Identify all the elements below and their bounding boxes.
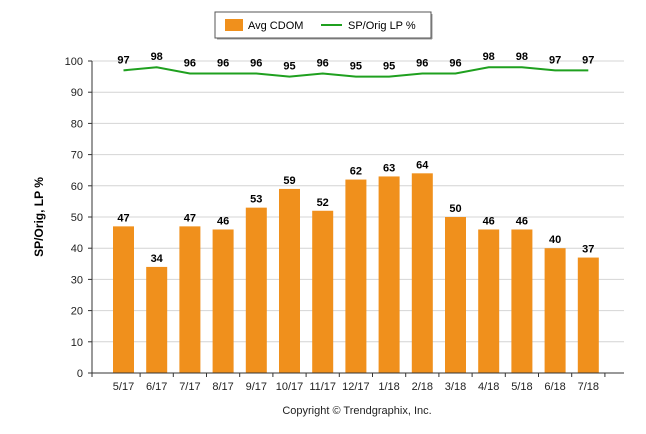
x-tick-label: 5/17 bbox=[113, 381, 134, 393]
y-tick-label: 90 bbox=[71, 87, 83, 99]
copyright-text: Copyright © Trendgraphix, Inc. bbox=[282, 405, 431, 417]
bar-value-label: 52 bbox=[317, 197, 329, 209]
x-axis-ticks: 5/17 6/17 7/17 8/17 9/17 10/17 11/17 12/17 1/18 2… bbox=[91, 373, 606, 393]
legend-line-label: SP/Orig LP % bbox=[348, 20, 416, 32]
line-value-label: 96 bbox=[217, 57, 229, 69]
legend-bar-swatch bbox=[225, 19, 243, 31]
x-tick-label: 6/18 bbox=[544, 381, 565, 393]
bar bbox=[245, 207, 267, 373]
y-tick-label: 100 bbox=[65, 56, 83, 68]
x-tick-label: 11/17 bbox=[309, 381, 336, 393]
line-series bbox=[123, 66, 589, 78]
data-labels: 47 34 47 46 53 59 52 62 63 64 50 46 46 40 37 97 98 96 96 96… bbox=[117, 51, 594, 265]
bar-value-label: 62 bbox=[350, 166, 362, 178]
bar-value-label: 46 bbox=[483, 215, 495, 227]
x-tick-label: 12/17 bbox=[342, 381, 370, 393]
bar-value-label: 50 bbox=[449, 203, 461, 215]
x-tick-label: 6/17 bbox=[146, 381, 167, 393]
y-tick-label: 0 bbox=[77, 368, 83, 380]
bar bbox=[179, 226, 201, 373]
y-tick-label: 10 bbox=[71, 337, 83, 349]
line-value-label: 96 bbox=[449, 57, 461, 69]
line-value-label: 98 bbox=[516, 51, 528, 63]
line-value-label: 98 bbox=[151, 51, 163, 63]
line-value-label: 96 bbox=[250, 57, 262, 69]
x-tick-label: 7/17 bbox=[179, 381, 200, 393]
legend-bar-label: Avg CDOM bbox=[248, 20, 303, 32]
y-tick-label: 40 bbox=[71, 243, 83, 255]
bar bbox=[146, 266, 168, 373]
line-value-label: 95 bbox=[383, 61, 395, 73]
bar-value-label: 46 bbox=[516, 215, 528, 227]
x-tick-label: 1/18 bbox=[378, 381, 399, 393]
x-tick-label: 3/18 bbox=[445, 381, 466, 393]
bar-value-label: 64 bbox=[416, 159, 429, 171]
bar-value-label: 47 bbox=[184, 212, 196, 224]
bar-value-label: 59 bbox=[283, 175, 295, 187]
line-value-label: 97 bbox=[549, 54, 561, 66]
x-tick-label: 5/18 bbox=[511, 381, 532, 393]
bar bbox=[279, 188, 300, 373]
line-series-path bbox=[123, 66, 589, 78]
line-value-label: 96 bbox=[317, 57, 329, 69]
y-tick-label: 50 bbox=[71, 212, 83, 224]
bar bbox=[345, 179, 367, 373]
bar bbox=[411, 173, 433, 373]
y-tick-label: 20 bbox=[71, 306, 83, 318]
bar-value-label: 53 bbox=[250, 194, 262, 206]
line-value-label: 96 bbox=[184, 57, 196, 69]
bar-value-label: 46 bbox=[217, 215, 229, 227]
y-tick-label: 30 bbox=[71, 274, 83, 286]
x-tick-label: 7/18 bbox=[578, 381, 599, 393]
bar-value-label: 63 bbox=[383, 162, 395, 174]
bar bbox=[511, 229, 533, 373]
bar-series bbox=[113, 173, 599, 373]
bar bbox=[212, 229, 234, 373]
bar bbox=[312, 210, 334, 373]
x-tick-label: 4/18 bbox=[478, 381, 499, 393]
line-value-label: 98 bbox=[483, 51, 495, 63]
line-value-label: 95 bbox=[350, 61, 362, 73]
line-value-label: 95 bbox=[283, 61, 295, 73]
bar bbox=[478, 229, 500, 373]
bar bbox=[378, 176, 400, 373]
y-tick-label: 80 bbox=[71, 118, 83, 130]
x-tick-label: 2/18 bbox=[412, 381, 433, 393]
bar-value-label: 40 bbox=[549, 234, 561, 246]
bar-value-label: 47 bbox=[117, 212, 129, 224]
y-tick-label: 60 bbox=[71, 181, 83, 193]
legend: Avg CDOM SP/Orig LP % bbox=[214, 11, 433, 40]
bar bbox=[544, 248, 566, 373]
y-tick-label: 70 bbox=[71, 150, 83, 162]
line-value-label: 97 bbox=[117, 54, 129, 66]
bar bbox=[577, 257, 599, 373]
y-axis-title: SP/Orig, LP % bbox=[32, 177, 46, 257]
x-tick-label: 8/17 bbox=[212, 381, 233, 393]
line-value-label: 96 bbox=[416, 57, 428, 69]
bar-value-label: 37 bbox=[582, 244, 594, 256]
x-tick-label: 9/17 bbox=[246, 381, 267, 393]
line-value-label: 97 bbox=[582, 54, 594, 66]
bar bbox=[445, 217, 466, 373]
bar bbox=[113, 226, 134, 373]
bar-value-label: 34 bbox=[151, 253, 164, 265]
x-tick-label: 10/17 bbox=[276, 381, 304, 393]
y-axis-ticks: 0 10 20 30 40 50 60 70 80 90 100 bbox=[65, 56, 92, 380]
